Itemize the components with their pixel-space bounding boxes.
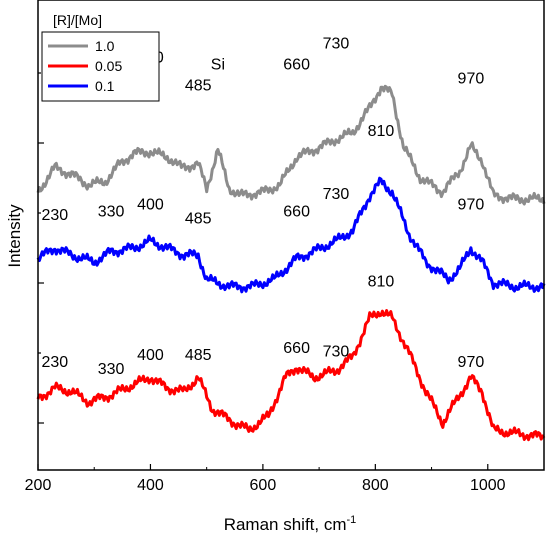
series-layer [36, 84, 546, 442]
peak-label: 660 [283, 57, 310, 74]
peak-label: 730 [323, 36, 350, 53]
peak-label: 400 [137, 347, 164, 364]
peak-label: 485 [185, 78, 212, 95]
x-tick-label: 200 [25, 477, 52, 494]
x-tick-label: 400 [137, 477, 164, 494]
peak-label: 660 [283, 204, 310, 221]
annotation-layer: 230 400 485 Si 660 730 810 970 230 330 400 485 660 73… [42, 36, 485, 379]
peak-label: 730 [323, 344, 350, 361]
legend-label: 0.05 [95, 58, 122, 74]
peak-label: 970 [458, 197, 485, 214]
peak-label: 970 [458, 354, 485, 371]
legend: [R]/[Mo] 1.0 0.05 0.1 [41, 12, 160, 102]
peak-label: 330 [98, 204, 125, 221]
peak-label: 730 [323, 186, 350, 203]
series-line-0-1 [36, 176, 546, 294]
peak-label: 330 [98, 361, 125, 378]
peak-label: 400 [137, 197, 164, 214]
plot-frame [37, 0, 545, 471]
x-tick-label: 800 [362, 477, 389, 494]
peak-label: 230 [42, 354, 69, 371]
ticks-layer: 200 400 600 800 1000 [25, 72, 506, 494]
y-axis-title: Intensity [5, 204, 24, 268]
legend-label: 0.1 [95, 78, 115, 94]
peak-label: 230 [42, 207, 69, 224]
peak-label: 485 [185, 211, 212, 228]
legend-entries: 1.0 0.05 0.1 [48, 38, 122, 94]
peak-label: 970 [458, 71, 485, 88]
series-line-0-05 [36, 309, 546, 442]
peak-label: 810 [368, 274, 395, 291]
peak-label: Si [211, 57, 225, 74]
peak-label: 660 [283, 340, 310, 357]
x-tick-label: 1000 [470, 477, 506, 494]
peak-label: 485 [185, 347, 212, 364]
series-line-1-0 [36, 84, 546, 206]
legend-label: 1.0 [95, 38, 115, 54]
peak-label: 810 [368, 123, 395, 140]
x-axis-title-exponent: -1 [347, 514, 357, 526]
x-tick-label: 600 [250, 477, 277, 494]
x-axis-title: Raman shift, cm-1 [224, 514, 357, 534]
legend-title: [R]/[Mo] [53, 12, 102, 28]
